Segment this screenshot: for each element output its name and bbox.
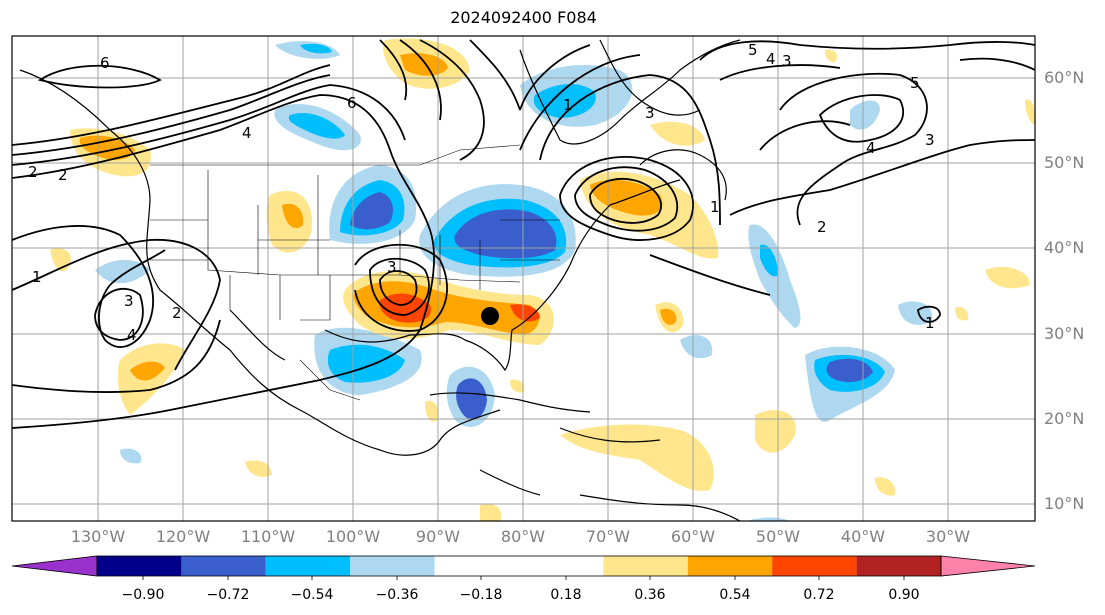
lon-label: 120°W [155, 527, 211, 546]
contour-label: 6 [347, 94, 357, 112]
contour-label: 2 [58, 166, 68, 184]
lon-label: 130°W [70, 527, 126, 546]
contour-label: 2 [172, 304, 182, 322]
contour-label: 3 [925, 131, 935, 149]
colorbar-bin [350, 556, 435, 576]
contour-label: 3 [645, 104, 655, 122]
colorbar [11, 555, 1036, 580]
colorbar-bin [97, 556, 182, 576]
lon-label: 110°W [240, 527, 296, 546]
colorbar-bin [687, 556, 773, 576]
lat-label: 60°N [1044, 68, 1085, 87]
contour-label: 4 [866, 139, 876, 157]
contour-label: 5 [910, 74, 920, 92]
colorbar-bin [434, 556, 519, 576]
height-contours [12, 39, 1035, 429]
lon-label: 30°W [925, 527, 971, 546]
colorbar-tick-label: 0.54 [719, 587, 751, 603]
colorbar-tick-label: 0.72 [803, 587, 835, 603]
state-borders [150, 144, 560, 401]
colorbar-tick-label: 0.18 [550, 587, 582, 603]
map-title: 2024092400 F084 [450, 8, 597, 27]
contour-label: 4 [242, 124, 252, 142]
contour-label: 1 [925, 314, 935, 332]
contour-label: 4 [766, 50, 776, 68]
colorbar-tick-label: 0.90 [888, 587, 920, 603]
contour-label: 3 [124, 292, 134, 310]
lat-label: 40°N [1044, 238, 1085, 257]
lat-label: 20°N [1044, 409, 1085, 428]
map-frame [11, 35, 1036, 522]
graticule [12, 36, 1035, 521]
lat-label: 50°N [1044, 153, 1085, 172]
colorbar-tick-label: −0.72 [206, 587, 250, 603]
contour-label: 1 [563, 96, 573, 114]
lon-label: 80°W [500, 527, 546, 546]
colorbar-bin [519, 556, 604, 576]
colorbar-bin [772, 556, 857, 576]
contour-label: 1 [710, 198, 720, 216]
contour-label: 2 [28, 163, 38, 181]
lat-label: 10°N [1044, 494, 1085, 513]
storm-center-marker [481, 307, 499, 325]
colorbar-tick-label: −0.36 [375, 587, 419, 603]
colorbar-bin-below [11, 555, 98, 577]
colorbar-tick-label: −0.54 [290, 587, 334, 603]
colorbar-bin [181, 556, 266, 576]
contour-label: 6 [100, 54, 110, 72]
lon-label: 60°W [670, 527, 716, 546]
colorbar-bin [603, 556, 688, 576]
contour-label: 1 [32, 268, 42, 286]
lon-label: 50°W [755, 527, 801, 546]
colorbar-bin-above [940, 555, 1036, 577]
lon-label: 90°W [415, 527, 461, 546]
lon-label: 70°W [585, 527, 631, 546]
contour-label: 3 [782, 52, 792, 70]
contour-label: 4 [127, 326, 137, 344]
colorbar-bin [265, 556, 351, 576]
contour-label: 5 [748, 41, 758, 59]
colorbar-tick-label: −0.90 [121, 587, 165, 603]
lon-label: 100°W [325, 527, 381, 546]
lon-label: 40°W [840, 527, 886, 546]
contour-label-group: 6 6 4 2 1 3 4 2 1 3 3 2 1 5 4 3 5 4 3 2 … [28, 41, 935, 344]
colorbar-bin [856, 556, 941, 576]
shaded-anomaly-field [50, 38, 1035, 521]
contour-label: 2 [817, 218, 827, 236]
colorbar-tick-label: 0.36 [634, 587, 666, 603]
lat-label: 30°N [1044, 324, 1085, 343]
contour-label: 3 [387, 258, 397, 276]
colorbar-tick-label: −0.18 [459, 587, 503, 603]
